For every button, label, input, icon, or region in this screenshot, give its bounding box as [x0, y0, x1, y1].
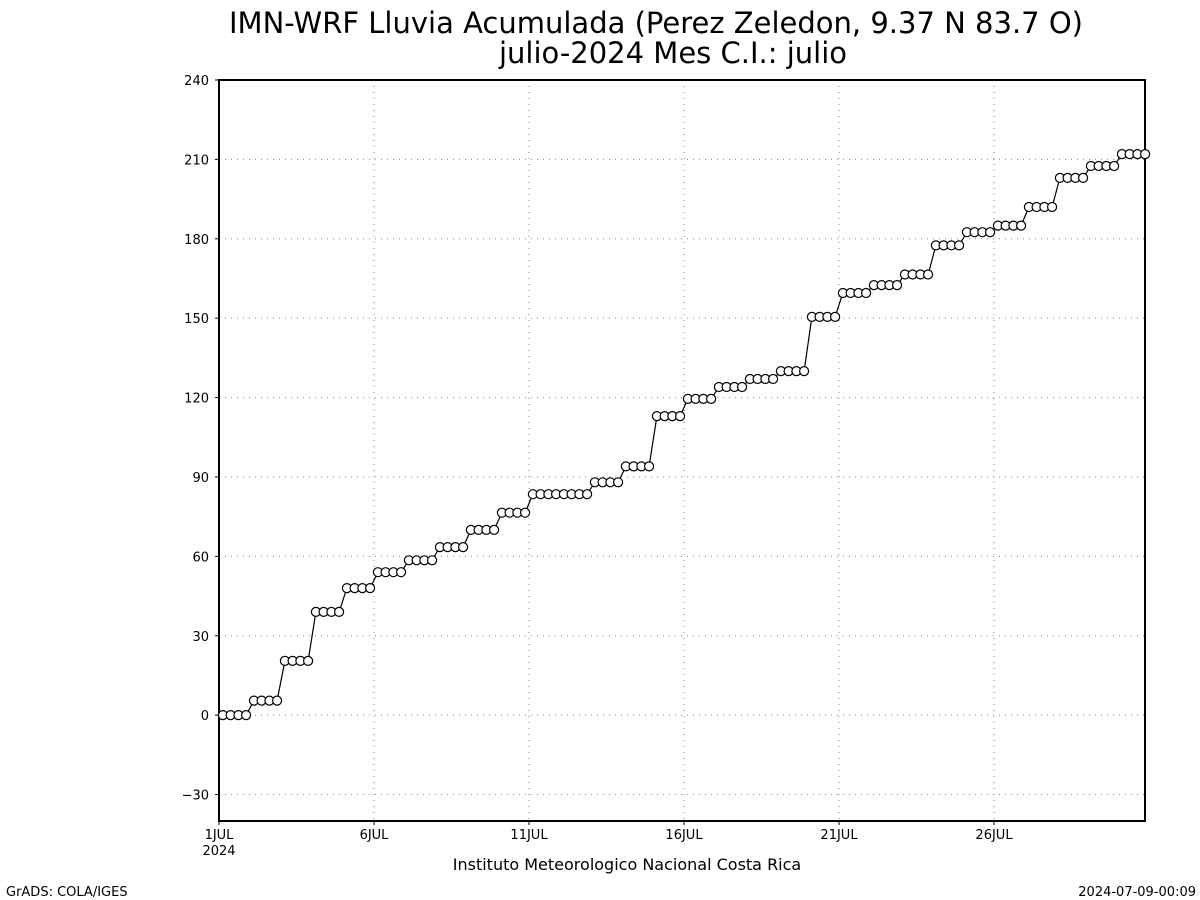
data-point: [489, 524, 500, 536]
data-point: [798, 366, 810, 377]
y-tick-label: 120: [184, 392, 209, 407]
data-point: [365, 582, 376, 594]
y-tick-label: 0: [201, 709, 209, 724]
y-tick-label: 210: [184, 153, 209, 168]
x-tick-sublabel: 2024: [202, 844, 235, 859]
x-tick-label: 26JUL: [975, 828, 1013, 843]
data-point: [705, 393, 717, 404]
data-point: [1077, 172, 1089, 183]
data-point: [396, 567, 407, 578]
data-point: [767, 373, 779, 385]
x-tick-label: 11JUL: [510, 828, 548, 843]
y-tick-label: 60: [192, 550, 209, 565]
data-point: [334, 606, 345, 618]
data-point: [303, 655, 314, 667]
x-tick-label: 6JUL: [360, 828, 390, 843]
data-point: [674, 411, 686, 422]
y-tick-label: 180: [184, 233, 209, 248]
footer-right-timestamp: 2024-07-09-00:09: [1078, 885, 1196, 900]
data-point: [984, 227, 996, 238]
data-point: [922, 269, 934, 280]
data-point: [581, 489, 593, 500]
y-tick-label: 150: [184, 312, 209, 327]
y-tick-label: 240: [184, 74, 209, 89]
x-tick-label: 21JUL: [820, 828, 858, 843]
data-point: [612, 477, 624, 488]
data-point: [953, 240, 965, 251]
plot-frame: [218, 79, 1146, 822]
data-point: [241, 709, 252, 721]
data-point: [1046, 201, 1058, 213]
x-axis-title: Instituto Meteorologico Nacional Costa R…: [453, 855, 801, 874]
data-point: [519, 507, 531, 518]
x-tick-label: 1JUL: [205, 828, 235, 843]
y-tick-labels: −30 0 30 60 90 120 150 180 210 240: [182, 74, 209, 804]
chart-title-line1: IMN-WRF Lluvia Acumulada (Perez Zeledon,…: [229, 6, 1083, 40]
y-tick-label: 90: [192, 471, 209, 486]
grid-lines: [219, 80, 1145, 821]
data-point: [272, 695, 283, 706]
data-point: [736, 381, 748, 393]
data-point: [643, 461, 655, 472]
data-point: [427, 555, 438, 566]
data-point: [1139, 149, 1151, 160]
data-point: [1108, 160, 1120, 172]
data-point: [829, 311, 841, 322]
axes: [215, 79, 1146, 825]
data-point: [860, 287, 872, 299]
y-tick-label: 30: [192, 630, 209, 645]
data-point: [891, 280, 903, 291]
x-tick-label: 16JUL: [665, 828, 703, 843]
y-tick-label: −30: [182, 789, 209, 804]
data-point: [458, 541, 469, 553]
chart-title-line2: julio-2024 Mes C.I.: julio: [498, 36, 847, 70]
data-point: [1015, 220, 1027, 231]
series-accumulated-rain: [217, 149, 1151, 721]
footer-left-credit: GrADS: COLA/IGES: [6, 885, 128, 900]
